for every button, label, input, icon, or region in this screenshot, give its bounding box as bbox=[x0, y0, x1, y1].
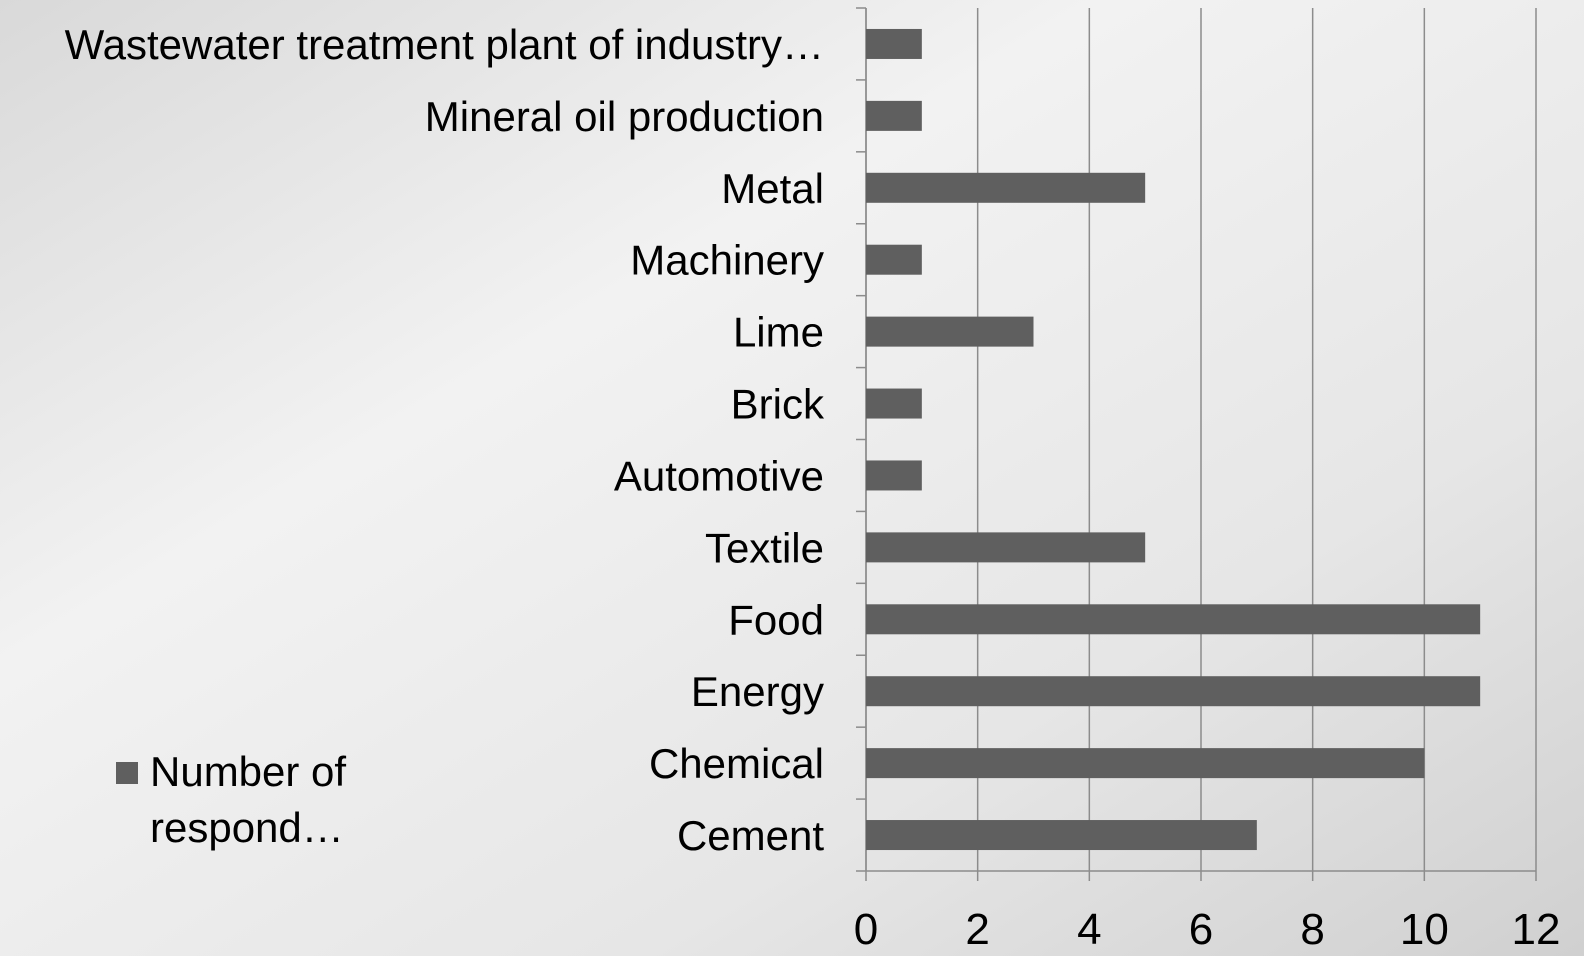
x-tick-label: 0 bbox=[854, 905, 878, 954]
legend-label: Number of respond… bbox=[150, 748, 347, 851]
bar bbox=[866, 604, 1481, 635]
legend: Number of respond… bbox=[150, 748, 347, 851]
bar bbox=[866, 532, 1146, 563]
bar bbox=[866, 820, 1257, 851]
y-tick-label: Textile bbox=[705, 524, 824, 571]
y-tick-label: Brick bbox=[731, 381, 825, 428]
bar bbox=[866, 244, 922, 275]
bar bbox=[866, 460, 922, 491]
bar bbox=[866, 748, 1425, 779]
y-tick-label: Machinery bbox=[630, 237, 824, 284]
bar bbox=[866, 676, 1481, 707]
bar bbox=[866, 388, 922, 419]
x-tick-label: 2 bbox=[965, 905, 989, 954]
bar bbox=[866, 316, 1034, 347]
bar bbox=[866, 100, 922, 131]
legend-swatch bbox=[116, 762, 138, 784]
bar bbox=[866, 28, 922, 59]
x-tick-label: 10 bbox=[1400, 905, 1449, 954]
y-tick-label: Automotive bbox=[614, 452, 824, 499]
x-tick-label: 6 bbox=[1189, 905, 1213, 954]
y-tick-label: Wastewater treatment plant of industry… bbox=[65, 21, 824, 68]
x-tick-label: 12 bbox=[1512, 905, 1561, 954]
bar bbox=[866, 172, 1146, 203]
y-tick-label: Metal bbox=[721, 165, 824, 212]
y-tick-label: Energy bbox=[691, 668, 824, 715]
y-tick-label: Lime bbox=[733, 309, 824, 356]
x-tick-label: 4 bbox=[1077, 905, 1101, 954]
y-tick-label: Chemical bbox=[649, 740, 824, 787]
y-tick-label: Mineral oil production bbox=[425, 93, 824, 140]
x-tick-label: 8 bbox=[1300, 905, 1324, 954]
y-tick-label: Food bbox=[728, 596, 824, 643]
y-tick-label: Cement bbox=[677, 812, 824, 859]
